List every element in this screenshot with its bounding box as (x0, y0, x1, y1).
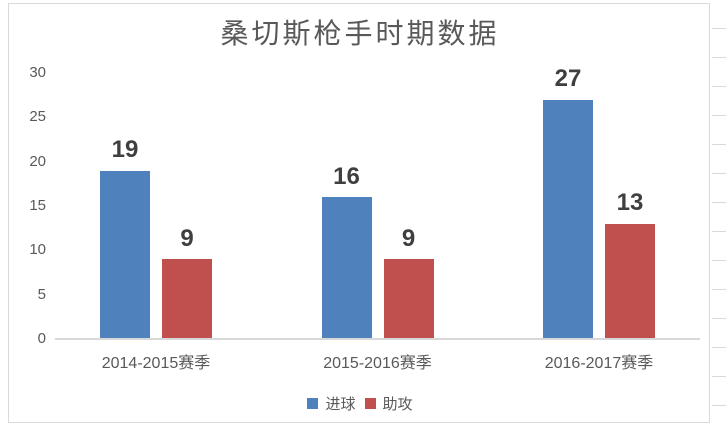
y-tick-label: 20 (29, 152, 46, 170)
data-label: 13 (616, 189, 644, 217)
data-label: 19 (111, 136, 139, 164)
category-label: 2015-2016赛季 (323, 355, 432, 372)
legend-swatch-icon (307, 398, 319, 409)
legend-item: 进球 (307, 393, 356, 414)
bar-group: 19 9 2014-2015赛季 (100, 73, 212, 372)
legend-label: 进球 (325, 396, 356, 413)
category-label: 2016-2017赛季 (544, 355, 654, 372)
legend-label: 助攻 (382, 396, 413, 413)
chart-title: 桑切斯枪手时期数据 (220, 17, 500, 50)
bar-groups: 19 9 2014-2015赛季 16 9 2015-2016赛季 27 13 2016-201… (55, 65, 700, 372)
bar-group: 27 13 2016-2017赛季 (543, 65, 655, 372)
x-axis-line (55, 338, 700, 340)
y-tick-label: 5 (37, 285, 46, 303)
plot-area: 19 9 2014-2015赛季 16 9 2015-2016赛季 27 13 2016-201… (55, 65, 700, 372)
legend-item: 助攻 (364, 393, 413, 414)
legend: 进球 助攻 (8, 393, 712, 414)
data-label: 9 (180, 224, 194, 252)
legend-swatch-icon (364, 398, 376, 409)
bar-助攻: 9 (383, 225, 434, 339)
bar-进球: 16 (321, 163, 372, 339)
spreadsheet-gridlines (712, 0, 726, 431)
bar-进球: 19 (100, 136, 150, 339)
y-tick-label: 15 (29, 197, 46, 214)
bar-进球: 27 (543, 65, 593, 339)
data-label: 27 (554, 65, 582, 93)
data-label: 16 (333, 162, 360, 190)
y-tick-label: 25 (29, 108, 46, 126)
bar-助攻: 13 (605, 189, 655, 339)
y-tick-label: 10 (29, 241, 46, 259)
y-tick-label: 0 (37, 330, 46, 347)
y-axis: 30 25 20 15 10 5 0 (10, 64, 46, 347)
bar-助攻: 9 (162, 225, 212, 339)
category-label: 2014-2015赛季 (101, 355, 211, 372)
bar-group: 16 9 2015-2016赛季 (321, 73, 434, 372)
data-label: 9 (401, 224, 416, 252)
y-tick-label: 30 (29, 64, 46, 81)
